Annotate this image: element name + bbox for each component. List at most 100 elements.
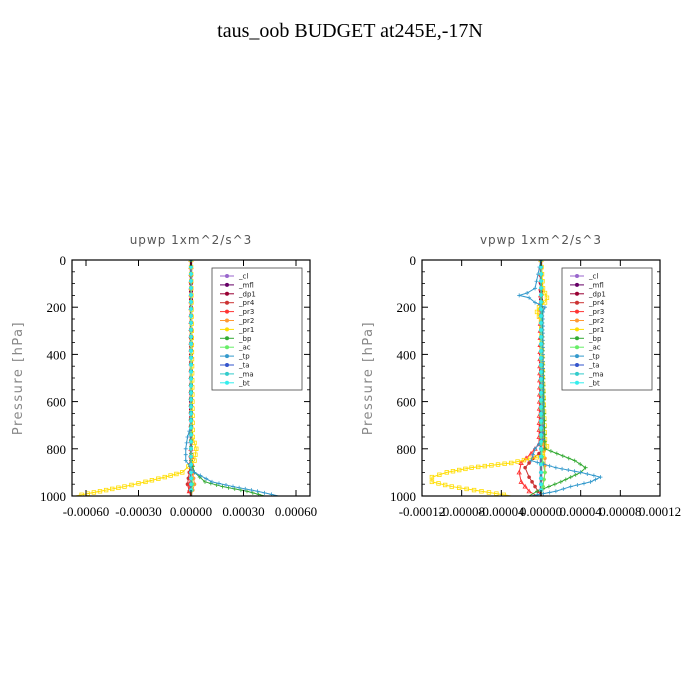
data-point_pr4 <box>527 461 531 465</box>
figure-title: taus_oob BUDGET at245E,-17N <box>217 20 483 42</box>
data-point_pr1 <box>436 481 441 486</box>
data-point_tp <box>540 416 545 421</box>
data-point_pr1 <box>429 474 435 480</box>
data-point_tp <box>204 476 209 481</box>
data-point_bp <box>572 458 577 463</box>
data-point_pr1 <box>486 490 492 495</box>
series-line_pr1 <box>431 260 548 496</box>
data-point_bp <box>542 439 547 444</box>
x-tick-label: -0.00060 <box>63 504 110 519</box>
legend-label: _pr4 <box>588 299 605 307</box>
y-tick-label: 800 <box>397 442 417 457</box>
legend-label: _dp1 <box>588 290 606 298</box>
data-point_tp <box>553 465 558 470</box>
data-point_pr1 <box>122 484 127 489</box>
data-point_bt <box>189 462 193 467</box>
data-point_tp <box>533 286 538 291</box>
data-point_tp <box>568 484 573 489</box>
legend-label: _tp <box>588 353 600 361</box>
data-point_pr1 <box>495 462 501 467</box>
data-point_pr3 <box>522 483 528 489</box>
data-point_tp <box>540 331 545 336</box>
legend: _cl_mfl_dp1_pr4_pr3_pr2_pr1_bp_ac_tp_ta_… <box>211 267 303 391</box>
data-point_bt <box>539 356 543 360</box>
data-point_tp <box>540 345 545 350</box>
x-tick-label: -0.00004 <box>478 504 525 519</box>
data-point_pr1 <box>482 463 488 469</box>
data-point_bt <box>189 454 193 459</box>
data-point_tp <box>533 446 538 451</box>
legend-label: _cl <box>588 273 598 281</box>
data-point_bt <box>189 307 193 311</box>
data-point_tp <box>588 479 593 484</box>
data-point_tp <box>540 394 545 399</box>
data-point_bt <box>539 384 543 388</box>
legend-label: _pr1 <box>238 326 254 334</box>
data-point_tp <box>540 352 545 357</box>
data-point_pr1 <box>521 457 527 463</box>
data-point_pr4 <box>530 480 534 484</box>
data-point_tp <box>533 300 538 305</box>
data-point_pr1 <box>174 471 179 477</box>
y-tick-label: 400 <box>47 347 67 362</box>
data-point_tp <box>540 359 545 364</box>
legend-marker <box>575 380 579 385</box>
data-point_tp <box>540 373 545 378</box>
data-point_pr1 <box>449 484 454 489</box>
data-point_pr1 <box>149 478 155 483</box>
data-point_pr1 <box>168 473 173 478</box>
legend-label: _mfl <box>588 281 604 289</box>
data-point_pr1 <box>143 479 148 485</box>
data-point_bp <box>552 482 557 487</box>
legend-label: _bp <box>238 335 252 343</box>
data-point_tp <box>224 482 228 487</box>
data-point_bp <box>573 472 578 477</box>
data-point_bt <box>189 293 193 297</box>
data-point_pr3 <box>526 488 532 494</box>
data-point_bt <box>539 454 543 459</box>
data-point_tp <box>542 305 547 310</box>
data-point_tp <box>535 460 540 465</box>
legend-label: _ma <box>588 370 604 378</box>
data-point_bt <box>539 272 543 276</box>
data-point_tp <box>540 387 545 392</box>
data-point_pr1 <box>192 440 197 446</box>
data-point_tp <box>255 489 260 494</box>
x-tick-label: 0.00060 <box>275 504 317 519</box>
data-point_bp <box>554 451 559 456</box>
data-point_bt <box>539 265 543 269</box>
data-point_pr1 <box>471 487 477 493</box>
data-point_bt <box>189 426 193 430</box>
data-point_pr1 <box>515 459 520 464</box>
data-point_bp <box>566 456 571 461</box>
data-point_tp <box>527 295 532 300</box>
legend-marker <box>225 354 229 359</box>
y-tick-label: 1000 <box>390 489 416 504</box>
legend-label: _ac <box>238 344 251 352</box>
data-point_bp <box>238 488 243 493</box>
y-tick-label: 0 <box>410 253 417 268</box>
data-point_bt <box>189 321 193 325</box>
upwp-panel: upwp 1xm^2/s^3 Pressure [hPa] 0 200 400 600 80… <box>11 233 317 519</box>
data-point_ac <box>540 484 546 489</box>
x-tick-label: 0.00000 <box>170 504 212 519</box>
data-point_tp <box>540 338 545 343</box>
data-point_bt <box>539 363 543 367</box>
data-point_pr1 <box>475 464 481 470</box>
data-point_pr1 <box>162 474 167 480</box>
data-point_tp <box>517 293 522 298</box>
data-point_bp <box>546 484 551 489</box>
legend-marker <box>225 318 229 323</box>
data-point_bp <box>232 486 237 491</box>
data-point_bt <box>189 286 193 290</box>
legend: _cl_mfl_dp1_pr4_pr3_pr2_pr1_bp_ac_tp_ta_… <box>561 267 653 391</box>
data-point_bt <box>189 335 193 339</box>
data-point_bp <box>560 453 565 458</box>
data-point_pr1 <box>103 487 109 493</box>
data-point_tp <box>210 479 214 484</box>
data-point_bt <box>189 300 193 304</box>
data-point_tp <box>540 423 545 428</box>
data-point_tp <box>560 466 565 471</box>
data-point_pr1 <box>489 463 494 468</box>
data-point_bp <box>220 484 225 489</box>
